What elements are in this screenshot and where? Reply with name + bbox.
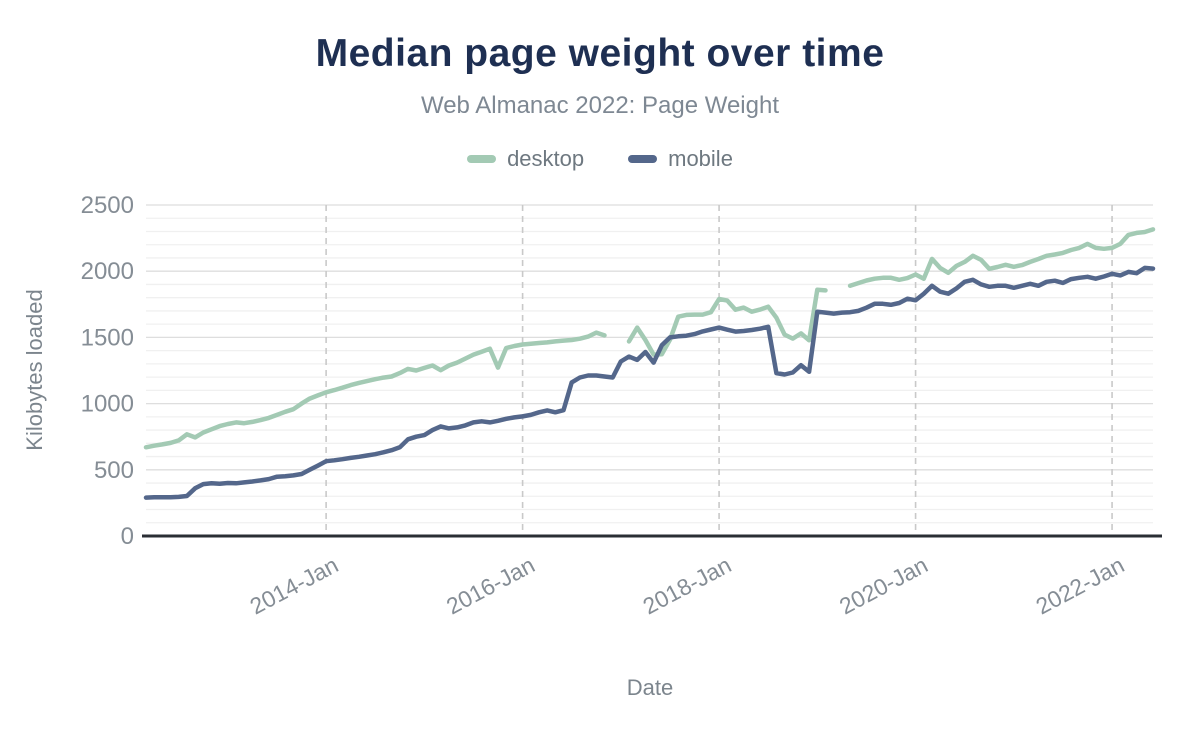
y-axis-tick-label: 2000 <box>81 258 134 285</box>
y-axis-tick-label: 2500 <box>81 192 134 219</box>
y-axis-tick-label: 500 <box>94 457 134 484</box>
y-axis-tick-label: 1000 <box>81 391 134 418</box>
y-axis-title: Kilobytes loaded <box>22 289 47 450</box>
chart-legend: desktop mobile <box>0 146 1200 172</box>
y-axis-tick-label: 0 <box>121 523 134 550</box>
x-axis-tick-label: 2020-Jan <box>835 551 932 619</box>
legend-item-mobile[interactable]: mobile <box>628 146 733 172</box>
y-axis-tick-label: 1500 <box>81 324 134 351</box>
mobile-legend-label: mobile <box>668 146 733 171</box>
legend-item-desktop[interactable]: desktop <box>467 146 584 172</box>
x-axis-tick-label: 2016-Jan <box>442 551 539 619</box>
x-axis-tick-label: 2018-Jan <box>639 551 736 619</box>
mobile-legend-swatch-icon <box>628 155 658 163</box>
desktop-legend-label: desktop <box>507 146 585 171</box>
desktop-legend-swatch-icon <box>467 155 497 163</box>
desktop-series-line[interactable] <box>143 227 1156 450</box>
x-axis-tick-label: 2014-Jan <box>246 551 343 619</box>
page-title: Median page weight over time <box>315 32 885 75</box>
x-axis-tick-label: 2022-Jan <box>1032 551 1129 619</box>
x-axis-title: Date <box>627 675 673 700</box>
mobile-series-line[interactable] <box>143 265 1156 500</box>
page-subtitle: Web Almanac 2022: Page Weight <box>420 92 779 119</box>
